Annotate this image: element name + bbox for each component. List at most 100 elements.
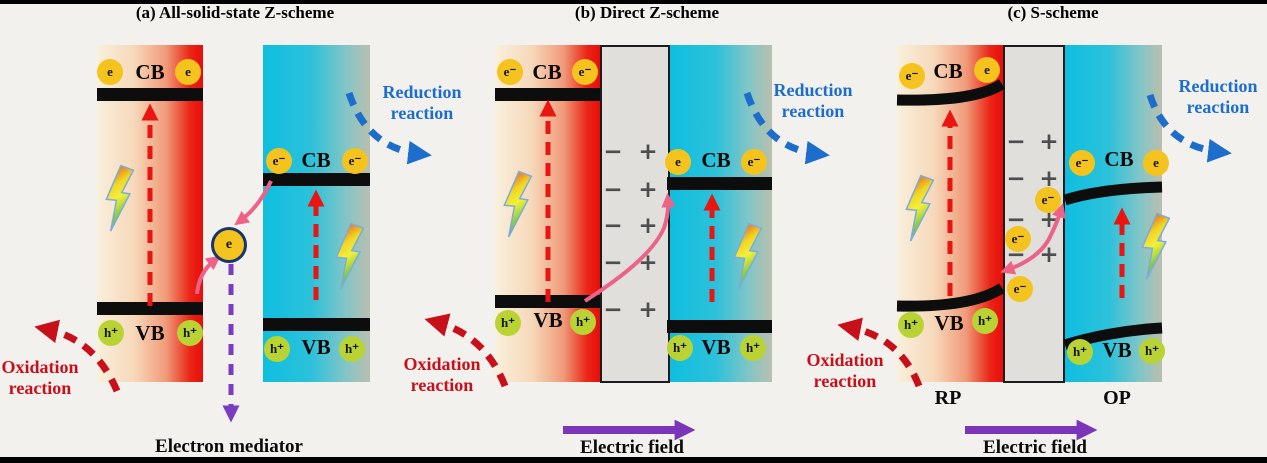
hole-badge: h⁺ <box>570 309 596 335</box>
cb-label: CB <box>135 60 165 84</box>
reduction-line1: Reduction <box>382 82 462 102</box>
electron-transfer-arrow-vb-to-mediator <box>195 255 221 295</box>
panel-a-left-vb-band <box>97 302 203 315</box>
electron-badge: e <box>97 59 123 85</box>
electron-mediator-label: Electron mediator <box>155 436 303 457</box>
reduction-line1: Reduction <box>773 80 853 100</box>
reduction-line2: reaction <box>781 101 845 121</box>
cb-label: CB <box>701 148 731 172</box>
hole-badge: h⁺ <box>1067 339 1093 365</box>
oxidation-line2: reaction <box>8 378 72 398</box>
light-bolt-icon <box>730 221 769 290</box>
oxidation-reaction-arrow <box>34 319 121 393</box>
oxidation-reaction-arrow <box>424 313 509 388</box>
panel-c-title: (c) S-scheme <box>1007 3 1099 22</box>
electron-badge: e⁻ <box>1069 150 1095 176</box>
light-bolt-icon <box>902 173 941 242</box>
electron-transfer-arrow-interface <box>1000 203 1066 275</box>
panel-b-title: (b) Direct Z-scheme <box>574 3 720 22</box>
minus-charge-icon: − <box>603 213 623 239</box>
panel-b-right-vb-band <box>667 320 772 333</box>
rp-label: RP <box>934 387 962 409</box>
hole-badge: h⁺ <box>98 320 124 346</box>
bottom-border-bar <box>0 457 1267 463</box>
electron-badge: e <box>1143 150 1169 176</box>
panel-a-title: (a) All-solid-state Z-scheme <box>135 3 335 22</box>
oxidation-reaction-arrow <box>837 317 923 388</box>
hole-badge: h⁺ <box>667 335 693 361</box>
hole-badge: h⁺ <box>264 336 290 362</box>
vb-label: VB <box>1102 338 1132 362</box>
electron-badge: e <box>665 149 691 175</box>
hole-badge: h⁺ <box>495 310 521 336</box>
minus-charge-icon: − <box>603 297 623 323</box>
vb-label: VB <box>701 335 731 359</box>
cb-label: CB <box>532 60 562 84</box>
minus-charge-icon: − <box>1006 166 1026 192</box>
vb-label: VB <box>135 321 165 345</box>
top-border-bar <box>0 0 1267 4</box>
light-bolt-icon <box>1138 211 1177 280</box>
reduction-line1: Reduction <box>1178 76 1258 96</box>
vb-label: VB <box>934 311 964 335</box>
electron-badge: e⁻ <box>266 148 292 174</box>
light-bolt-icon <box>500 169 539 238</box>
plus-charge-icon: + <box>638 297 658 323</box>
minus-charge-icon: − <box>603 250 623 276</box>
op-label: OP <box>1103 387 1131 409</box>
interface-electron-badge: e⁻ <box>1005 226 1031 252</box>
oxidation-line2: reaction <box>410 375 474 395</box>
electron-badge: e⁻ <box>572 59 598 85</box>
minus-charge-icon: − <box>603 177 623 203</box>
plus-charge-icon: + <box>638 177 658 203</box>
electron-transfer-arrow-cb-to-mediator <box>234 180 273 226</box>
panel-a-left-cb-band <box>97 88 203 101</box>
cb-label: CB <box>1104 147 1134 171</box>
light-bolt-icon <box>332 221 371 290</box>
electric-field-label: Electric field <box>580 437 684 458</box>
electric-field-label: Electric field <box>983 437 1087 458</box>
panel-a-right-cb-band <box>263 173 370 186</box>
reduction-reaction-label: Reduction reaction <box>758 80 868 122</box>
reduction-reaction-arrow <box>345 91 432 165</box>
panel-c-left-cb-band <box>896 79 1005 106</box>
oxidation-reaction-label: Oxidation reaction <box>0 357 80 399</box>
panel-b-right-cb-band <box>667 177 772 190</box>
reduction-reaction-label: Reduction reaction <box>1163 76 1267 118</box>
panel-c-left-vb-band <box>896 283 1005 312</box>
panel-b-left-cb-band <box>495 88 600 101</box>
electron-transfer-arrow-interface <box>583 192 676 303</box>
interface-electron-badge: e⁻ <box>1007 276 1033 302</box>
panel-a-right-vb-band <box>263 318 370 331</box>
electron-badge: e⁻ <box>342 148 368 174</box>
oxidation-line1: Oxidation <box>806 350 884 370</box>
oxidation-reaction-label: Oxidation reaction <box>392 354 492 396</box>
hole-badge: h⁺ <box>1139 338 1165 364</box>
reduction-line2: reaction <box>1186 97 1250 117</box>
light-bolt-icon <box>102 163 141 232</box>
oxidation-line1: Oxidation <box>403 354 481 374</box>
minus-charge-icon: − <box>1006 129 1026 155</box>
reduction-reaction-arrow <box>743 91 830 165</box>
reduction-reaction-arrow <box>1146 93 1232 163</box>
vb-label: VB <box>301 335 331 359</box>
electron-badge: e⁻ <box>899 63 925 89</box>
panel-c-right-cb-band <box>1063 181 1163 206</box>
hole-badge: h⁺ <box>740 335 766 361</box>
electron-badge: e⁻ <box>741 149 767 175</box>
interface-electron-badge: e⁻ <box>1035 187 1061 213</box>
hole-badge: h⁺ <box>177 320 203 346</box>
electron-mediator-circle: e <box>211 227 247 263</box>
hole-badge: h⁺ <box>339 336 365 362</box>
minus-charge-icon: − <box>603 139 623 165</box>
cb-label: CB <box>933 59 963 83</box>
reduction-line2: reaction <box>390 103 454 123</box>
electron-badge: e <box>974 57 1000 83</box>
plus-charge-icon: + <box>638 139 658 165</box>
vb-label: VB <box>533 308 563 332</box>
reduction-reaction-label: Reduction reaction <box>367 82 477 124</box>
electron-badge: e <box>175 59 201 85</box>
plus-charge-icon: + <box>638 213 658 239</box>
